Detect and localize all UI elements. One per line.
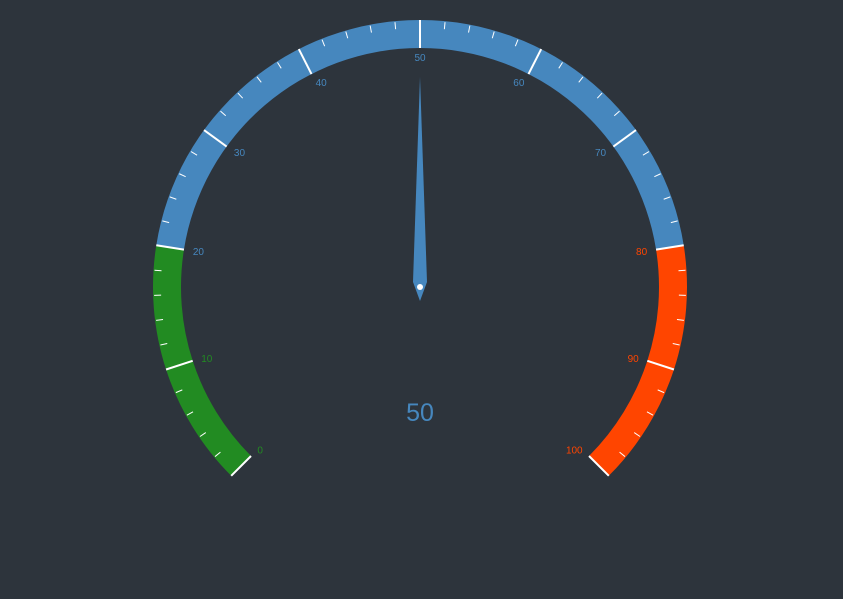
gauge-needle-group bbox=[413, 77, 427, 301]
gauge-value-label: 50 bbox=[406, 399, 434, 427]
gauge-tick-label: 40 bbox=[316, 78, 328, 89]
gauge-tick-label: 90 bbox=[628, 354, 640, 365]
gauge-tick-label: 100 bbox=[566, 446, 583, 457]
gauge-needle-pivot bbox=[417, 284, 423, 290]
gauge-tick-label: 60 bbox=[513, 78, 525, 89]
gauge-tick-label: 70 bbox=[595, 148, 607, 159]
gauge-tick-label: 80 bbox=[636, 247, 648, 258]
gauge-minor-tick bbox=[444, 22, 445, 29]
gauge-tick-label: 30 bbox=[234, 148, 246, 159]
gauge-tick-label: 0 bbox=[257, 446, 263, 457]
gauge-minor-tick bbox=[395, 22, 396, 29]
gauge-needle-rotor bbox=[413, 77, 427, 301]
gauge-tick-label: 10 bbox=[201, 354, 213, 365]
gauge-needle bbox=[413, 77, 427, 301]
gauge-tick-label: 20 bbox=[193, 247, 205, 258]
gauge-tick-label: 50 bbox=[414, 53, 426, 64]
